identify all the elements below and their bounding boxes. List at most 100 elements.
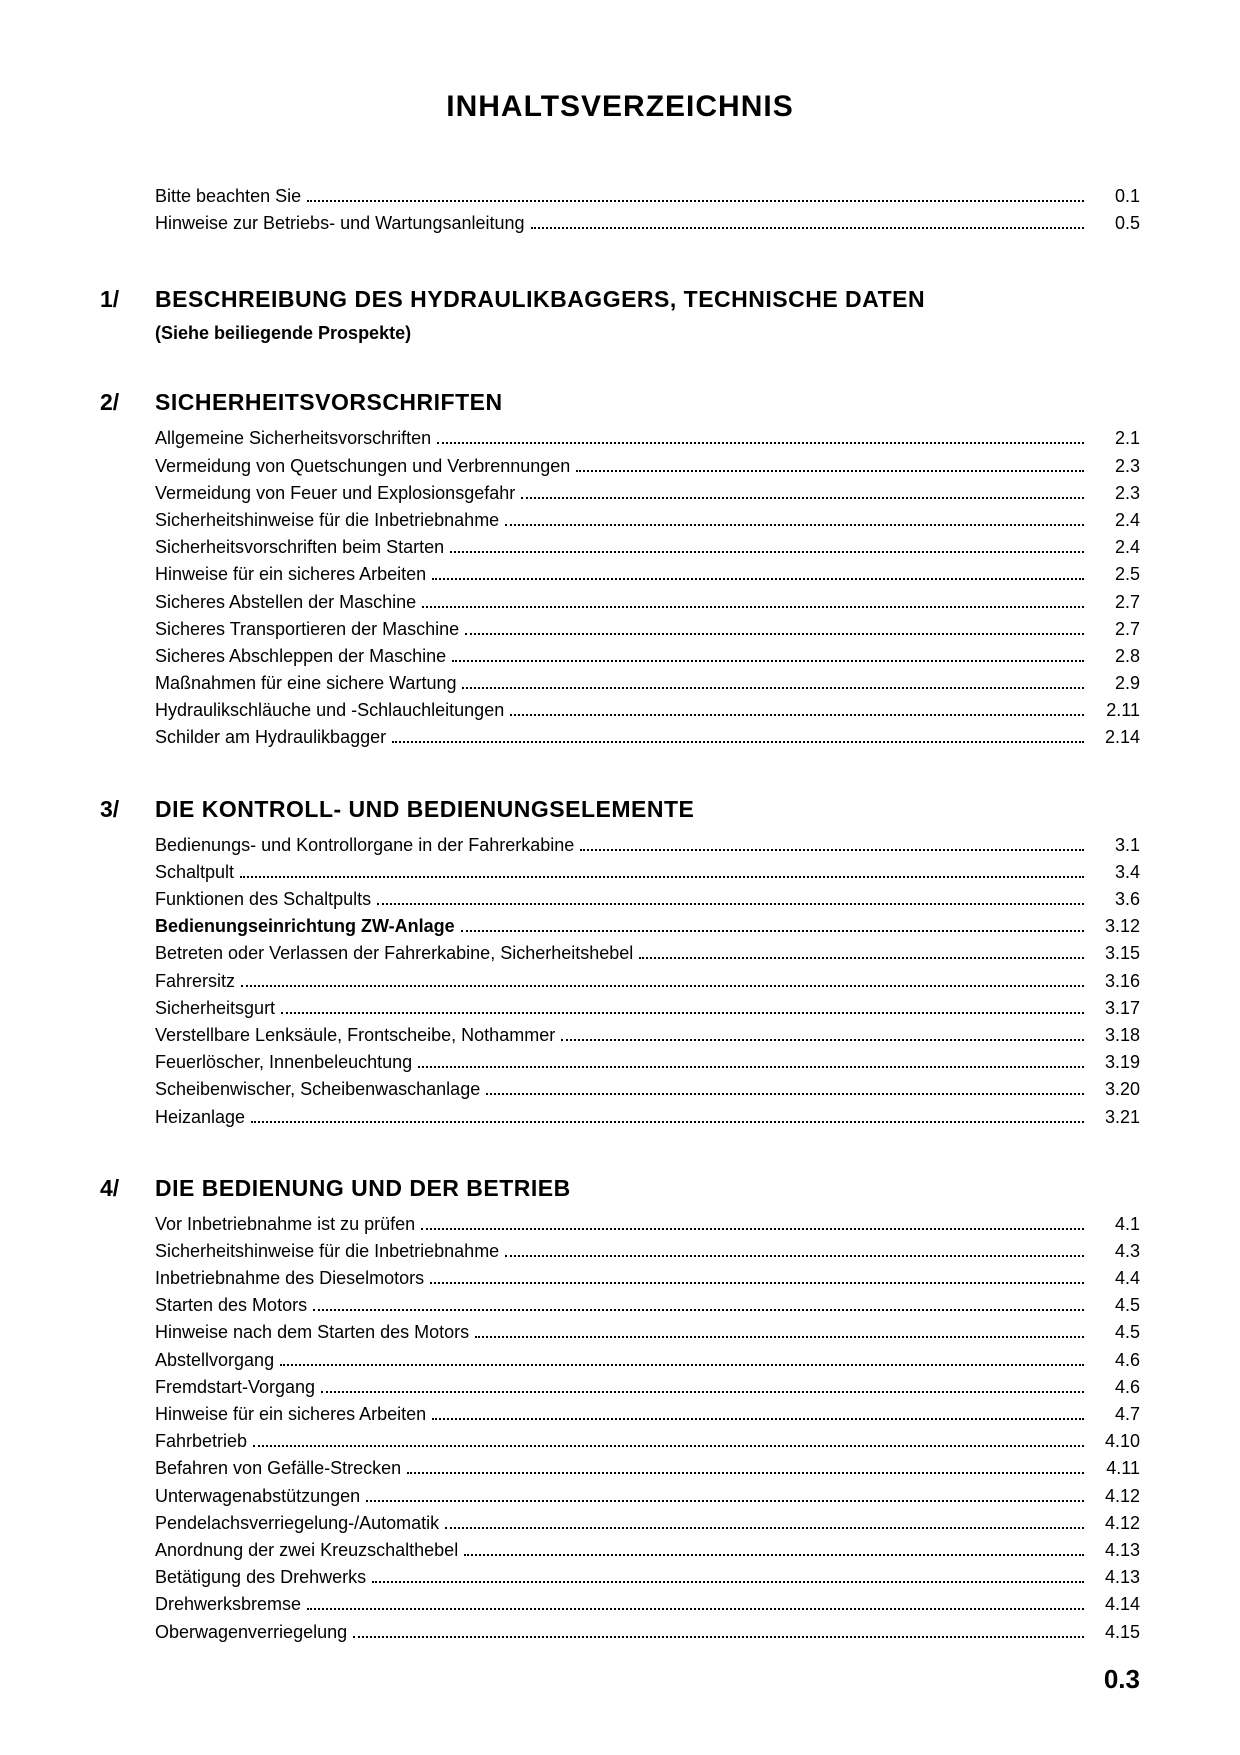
entry-dots [321,1391,1084,1393]
entry-page: 3.21 [1090,1105,1140,1130]
section: 4/DIE BEDIENUNG UND DER BETRIEB Vor Inbet… [100,1175,1140,1645]
entry-page: 2.9 [1090,671,1140,696]
entry-label: Hinweise zur Betriebs- und Wartungsanlei… [155,211,525,236]
entry-label: Bedienungs- und Kontrollorgane in der Fa… [155,833,574,858]
section-header: 2/SICHERHEITSVORSCHRIFTEN [100,389,1140,416]
entry-dots [505,524,1084,526]
entry-page: 3.19 [1090,1050,1140,1075]
entry-page: 3.15 [1090,941,1140,966]
entry-page: 2.3 [1090,454,1140,479]
entry-label: Sicheres Abstellen der Maschine [155,590,416,615]
entry-label: Sicheres Transportieren der Maschine [155,617,459,642]
toc-entry: Heizanlage3.21 [155,1105,1140,1130]
entry-label: Anordnung der zwei Kreuzschalthebel [155,1538,458,1563]
toc-entry: Bitte beachten Sie0.1 [155,184,1140,209]
entry-label: Vermeidung von Feuer und Explosionsgefah… [155,481,515,506]
entry-dots [241,985,1084,987]
toc-entry: Hydraulikschläuche und -Schlauchleitunge… [155,698,1140,723]
entry-dots [251,1121,1084,1123]
toc-entry: Fahrbetrieb4.10 [155,1429,1140,1454]
toc-entry: Hinweise für ein sicheres Arbeiten2.5 [155,562,1140,587]
entry-page: 2.11 [1090,698,1140,723]
entry-dots [432,1418,1084,1420]
entry-page: 2.4 [1090,508,1140,533]
entry-label: Fremdstart-Vorgang [155,1375,315,1400]
entry-page: 4.14 [1090,1592,1140,1617]
entry-page: 3.18 [1090,1023,1140,1048]
entry-page: 2.4 [1090,535,1140,560]
entry-dots [465,633,1084,635]
entry-label: Funktionen des Schaltpults [155,887,371,912]
entry-dots [531,227,1084,229]
toc-entry: Bedienungseinrichtung ZW-Anlage3.12 [155,914,1140,939]
entry-dots [450,551,1084,553]
section-title: DIE BEDIENUNG UND DER BETRIEB [155,1175,571,1202]
entry-label: Sicherheitshinweise für die Inbetriebnah… [155,1239,499,1264]
section-title: BESCHREIBUNG DES HYDRAULIKBAGGERS, TECHN… [155,286,925,313]
section: 2/SICHERHEITSVORSCHRIFTEN Allgemeine Sich… [100,389,1140,750]
entry-label: Hinweise für ein sicheres Arbeiten [155,1402,426,1427]
entry-dots [576,470,1084,472]
entry-page: 4.3 [1090,1239,1140,1264]
entry-dots [377,903,1084,905]
entry-dots [475,1336,1084,1338]
entry-label: Sicherheitsvorschriften beim Starten [155,535,444,560]
entry-dots [240,876,1084,878]
entry-label: Drehwerksbremse [155,1592,301,1617]
toc-entry: Starten des Motors4.5 [155,1293,1140,1318]
toc-entry: Funktionen des Schaltpults3.6 [155,887,1140,912]
section: 3/DIE KONTROLL- UND BEDIENUNGSELEMENTE Be… [100,796,1140,1130]
section-entries: Vor Inbetriebnahme ist zu prüfen4.1Siche… [155,1212,1140,1645]
entry-dots [353,1636,1084,1638]
toc-entry: Scheibenwischer, Scheibenwaschanlage3.20 [155,1077,1140,1102]
toc-entry: Verstellbare Lenksäule, Frontscheibe, No… [155,1023,1140,1048]
entry-dots [464,1554,1084,1556]
toc-entry: Betreten oder Verlassen der Fahrerkabine… [155,941,1140,966]
entry-page: 4.12 [1090,1484,1140,1509]
entry-dots [505,1255,1084,1257]
toc-entry: Betätigung des Drehwerks4.13 [155,1565,1140,1590]
toc-entry: Sicheres Abstellen der Maschine2.7 [155,590,1140,615]
entry-label: Hinweise für ein sicheres Arbeiten [155,562,426,587]
entry-page: 4.5 [1090,1293,1140,1318]
entry-label: Sicherheitshinweise für die Inbetriebnah… [155,508,499,533]
entry-label: Sicherheitsgurt [155,996,275,1021]
section-title: SICHERHEITSVORSCHRIFTEN [155,389,503,416]
toc-entry: Inbetriebnahme des Dieselmotors4.4 [155,1266,1140,1291]
entry-page: 0.1 [1090,184,1140,209]
entry-page: 4.6 [1090,1348,1140,1373]
toc-entry: Drehwerksbremse 4.14 [155,1592,1140,1617]
toc-entry: Schilder am Hydraulikbagger2.14 [155,725,1140,750]
toc-entry: Sicherheitshinweise für die Inbetriebnah… [155,508,1140,533]
entry-label: Schaltpult [155,860,234,885]
section-header: 1/BESCHREIBUNG DES HYDRAULIKBAGGERS, TEC… [100,286,1140,313]
entry-dots [372,1581,1084,1583]
entry-page: 2.8 [1090,644,1140,669]
toc-entry: Sicherheitshinweise für die Inbetriebnah… [155,1239,1140,1264]
entry-dots [639,957,1084,959]
entry-page: 4.11 [1090,1456,1140,1481]
entry-page: 4.4 [1090,1266,1140,1291]
entry-page: 3.1 [1090,833,1140,858]
toc-entry: Sicheres Abschleppen der Maschine2.8 [155,644,1140,669]
section-header: 3/DIE KONTROLL- UND BEDIENUNGSELEMENTE [100,796,1140,823]
section-subtitle: (Siehe beiliegende Prospekte) [155,323,1140,344]
toc-entry: Allgemeine Sicherheitsvorschriften2.1 [155,426,1140,451]
section-header: 4/DIE BEDIENUNG UND DER BETRIEB [100,1175,1140,1202]
entry-dots [432,578,1084,580]
section: 1/BESCHREIBUNG DES HYDRAULIKBAGGERS, TEC… [100,286,1140,344]
entry-dots [366,1500,1084,1502]
entry-label: Allgemeine Sicherheitsvorschriften [155,426,431,451]
toc-entry: Maßnahmen für eine sichere Wartung2.9 [155,671,1140,696]
toc-entry: Sicheres Transportieren der Maschine2.7 [155,617,1140,642]
toc-entry: Abstellvorgang4.6 [155,1348,1140,1373]
toc-entry: Vermeidung von Feuer und Explosionsgefah… [155,481,1140,506]
entry-dots [422,606,1084,608]
entry-dots [407,1472,1084,1474]
entry-page: 4.12 [1090,1511,1140,1536]
entry-label: Pendelachsverriegelung-/Automatik [155,1511,439,1536]
page-title: INHALTSVERZEICHNIS [100,90,1140,124]
section-entries: Allgemeine Sicherheitsvorschriften2.1 Ver… [155,426,1140,750]
entry-page: 3.20 [1090,1077,1140,1102]
entry-dots [307,1608,1084,1610]
